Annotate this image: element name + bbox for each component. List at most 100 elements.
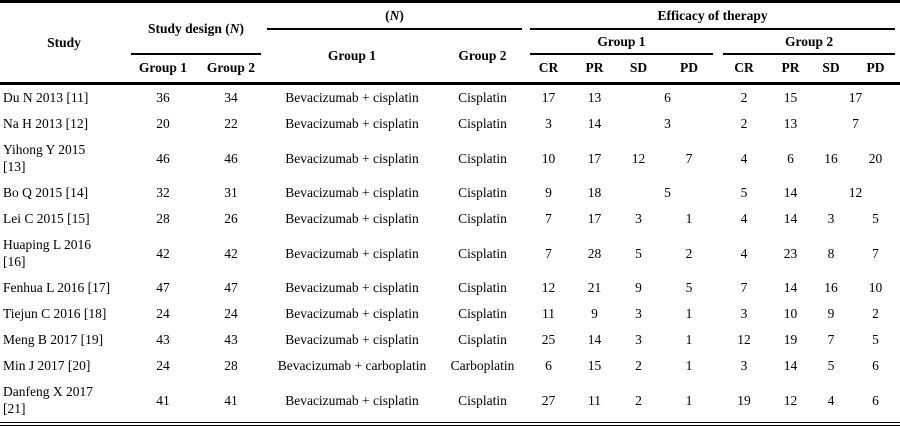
- design-group2-cell: 31: [224, 185, 238, 200]
- table-row: Huaping L 2016 [16] 42 42 Bevacizumab + cis…: [0, 232, 900, 275]
- design-group1-cell: 24: [156, 306, 170, 321]
- efficacy-g2-pd-cell: 2: [872, 306, 879, 321]
- design-group2-cell: 34: [224, 90, 238, 105]
- drug-group1-cell: Bevacizumab + cisplatin: [285, 116, 419, 131]
- label-part-italic-n: N: [229, 20, 240, 36]
- efficacy-g2-pr-cell: 14: [783, 280, 798, 295]
- table-header: Study Study design (N) (N) Efficacy of t…: [0, 2, 900, 84]
- drug-group1-cell: Bevacizumab + cisplatin: [285, 150, 419, 166]
- design-group2-cell: 42: [224, 245, 238, 261]
- drug-group2-cell: Cisplatin: [458, 392, 507, 408]
- study-cell: Fenhua L 2016 [17]: [3, 280, 111, 295]
- efficacy-g1-cr-cell: 9: [545, 185, 552, 200]
- study-cell: Tiejun C 2016 [18]: [3, 306, 107, 321]
- efficacy-g1-cr-cell: 7: [545, 245, 552, 261]
- column-header-study: Study: [47, 34, 81, 50]
- efficacy-g2-pr-cell: 13: [783, 116, 798, 131]
- efficacy-g2-pd-cell: 7: [872, 245, 879, 261]
- drug-group1-cell: Bevacizumab + cisplatin: [285, 185, 419, 200]
- efficacy-g1-pr-cell: 18: [587, 185, 602, 200]
- label-part: (: [385, 8, 390, 24]
- table-row: Bo Q 2015 [14] 32 31 Bevacizumab + cisplati…: [0, 180, 900, 206]
- efficacy-g1-pd-cell: 2: [685, 245, 693, 261]
- study-cell: Bo Q 2015 [14]: [3, 185, 89, 200]
- drug-group1-cell: Bevacizumab + cisplatin: [285, 332, 419, 347]
- label-part: Study design (: [147, 20, 230, 36]
- efficacy-g2-pr-cell: 12: [783, 392, 798, 408]
- table-row: Fenhua L 2016 [17] 47 47 Bevacizumab + cisp…: [0, 275, 900, 301]
- efficacy-g2-cr-cell: 2: [740, 116, 748, 131]
- efficacy-g2-pd-cell: 10: [868, 280, 883, 295]
- design-group1-cell: 47: [156, 280, 170, 295]
- design-group1-cell: 32: [156, 185, 170, 200]
- efficacy-g2-cr-cell: 5: [740, 185, 748, 200]
- efficacy-g2-sd-cell: 3: [827, 211, 835, 226]
- column-header-efficacy: Efficacy of therapy: [525, 2, 900, 30]
- design-group1-cell: 46: [156, 150, 170, 166]
- drug-group1-cell: Bevacizumab + cisplatin: [285, 90, 419, 105]
- study-cell: Danfeng X 2017 [21]: [3, 384, 93, 416]
- efficacy-g1-pr-cell: 17: [587, 211, 602, 226]
- subheader-design-group2: Group 2: [206, 60, 256, 76]
- label-part-italic-n: N: [389, 8, 400, 24]
- efficacy-g2-cr-cell: 4: [740, 211, 748, 226]
- efficacy-g1-cr-cell: 12: [541, 280, 556, 295]
- drug-group2-cell: Cisplatin: [458, 150, 507, 166]
- study-cell: Na H 2013 [12]: [3, 116, 89, 131]
- efficacy-g2-pr-cell: 23: [783, 245, 798, 261]
- drug-group1-cell: Bevacizumab + cisplatin: [285, 211, 419, 226]
- efficacy-g1-sd-cell: 3: [635, 211, 642, 226]
- header-row-1: Study Study design (N) (N) Efficacy of t…: [0, 2, 900, 53]
- efficacy-g1-sd-cell: 3: [635, 306, 642, 321]
- efficacy-g2-pr-cell: 15: [783, 90, 798, 105]
- efficacy-g2-sd-cell: 16: [824, 280, 838, 295]
- efficacy-g2-sd-pd-cell: 7: [852, 116, 859, 131]
- efficacy-g2-pr-cell: 14: [783, 358, 798, 373]
- study-cell: Du N 2013 [11]: [3, 90, 89, 105]
- efficacy-g2-cr-cell: 12: [737, 332, 751, 347]
- study-cell: Huaping L 2016 [16]: [3, 237, 91, 269]
- drug-group2-cell: Cisplatin: [458, 185, 507, 200]
- design-group1-cell: 41: [156, 392, 170, 408]
- table-row: Tiejun C 2016 [18] 24 24 Bevacizumab + cisp…: [0, 301, 900, 327]
- drug-group2-cell: Cisplatin: [458, 211, 507, 226]
- efficacy-g1-cr-cell: 25: [541, 332, 556, 347]
- table-row: Lei C 2015 [15] 28 26 Bevacizumab + cisplat…: [0, 206, 900, 232]
- study-cell: Meng B 2017 [19]: [3, 332, 104, 347]
- column-header-n: (N): [264, 2, 525, 30]
- efficacy-g1-pr-cell: 28: [587, 245, 602, 261]
- efficacy-g2-pd-cell: 5: [872, 211, 879, 226]
- table-row: Yihong Y 2015 [13] 46 46 Bevacizumab + cisp…: [0, 137, 900, 180]
- design-group2-cell: 46: [224, 150, 238, 166]
- efficacy-g1-pr-cell: 21: [587, 280, 602, 295]
- design-group1-cell: 42: [156, 245, 170, 261]
- efficacy-g2-cr-cell: 3: [740, 358, 748, 373]
- efficacy-g1-pd-cell: 7: [685, 150, 693, 166]
- efficacy-g1-pd-cell: 1: [685, 306, 693, 321]
- design-group2-cell: 41: [224, 392, 238, 408]
- drug-group2-cell: Cisplatin: [458, 245, 507, 261]
- table-body: Du N 2013 [11] 36 34 Bevacizumab + cisplati…: [0, 84, 900, 425]
- subheader-design-group1: Group 1: [138, 60, 188, 76]
- efficacy-g1-pr-cell: 15: [587, 358, 602, 373]
- design-group2-cell: 26: [224, 211, 238, 226]
- design-group1-cell: 20: [156, 116, 170, 131]
- efficacy-g2-cr-cell: 19: [737, 392, 751, 408]
- efficacy-g1-pd-cell: 5: [685, 280, 693, 295]
- drug-group1-cell: Bevacizumab + cisplatin: [285, 392, 419, 408]
- design-group1-cell: 43: [156, 332, 170, 347]
- design-group1-cell: 36: [156, 90, 170, 105]
- efficacy-g2-sd-cell: 4: [827, 392, 835, 408]
- efficacy-g1-sd-cell: 5: [635, 245, 642, 261]
- efficacy-g2-cr-cell: 7: [740, 280, 748, 295]
- efficacy-g1-cr-cell: 11: [542, 306, 555, 321]
- efficacy-g1-cr-cell: 7: [545, 211, 552, 226]
- column-header-g2-pd: PD: [866, 60, 885, 76]
- efficacy-g2-cr-cell: 2: [740, 90, 748, 105]
- subheader-efficacy-group2: Group 2: [718, 30, 900, 55]
- efficacy-g1-sd-pd-cell: 6: [664, 90, 671, 105]
- design-group1-cell: 28: [156, 211, 170, 226]
- efficacy-g1-cr-cell: 17: [541, 90, 556, 105]
- subheader-efficacy-group1: Group 1: [525, 30, 718, 55]
- drug-group2-cell: Cisplatin: [458, 306, 507, 321]
